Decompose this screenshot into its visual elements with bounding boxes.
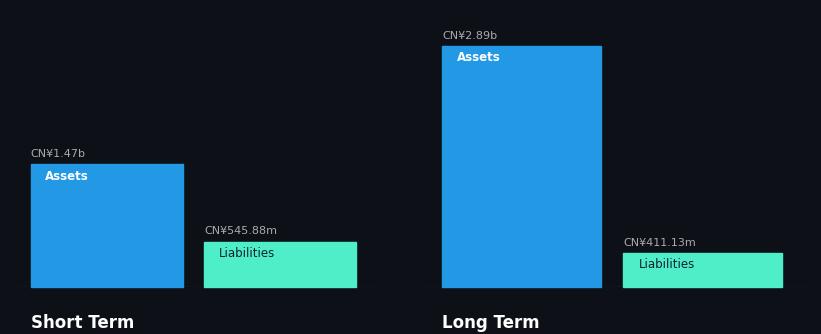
Text: Short Term: Short Term	[31, 314, 135, 332]
Text: Liabilities: Liabilities	[218, 247, 275, 260]
Text: CN¥2.89b: CN¥2.89b	[442, 31, 498, 40]
Text: CN¥411.13m: CN¥411.13m	[623, 237, 696, 247]
Bar	[623, 253, 782, 287]
Text: Assets: Assets	[457, 51, 501, 64]
Bar	[442, 46, 601, 287]
Bar	[31, 164, 182, 287]
Text: Assets: Assets	[45, 170, 89, 183]
Text: Liabilities: Liabilities	[639, 258, 695, 271]
Text: CN¥1.47b: CN¥1.47b	[31, 149, 86, 159]
Text: CN¥545.88m: CN¥545.88m	[204, 226, 277, 236]
Bar	[204, 242, 356, 287]
Text: Long Term: Long Term	[442, 314, 539, 332]
